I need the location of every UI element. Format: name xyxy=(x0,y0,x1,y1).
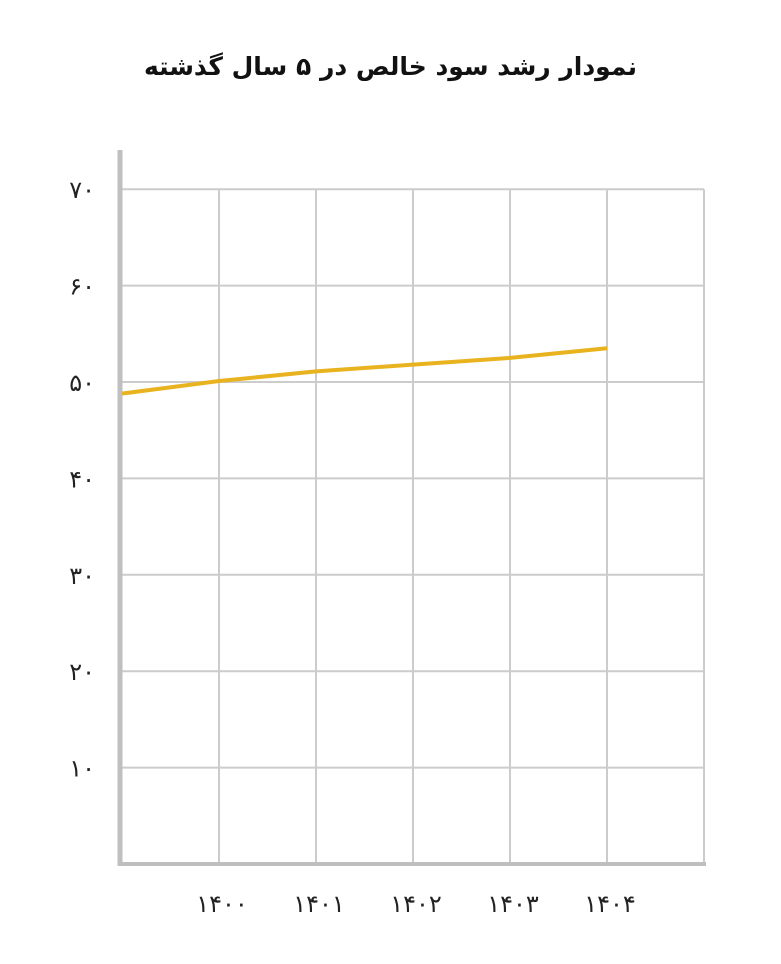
x-tick-labels: ۱۴۰۰ ۱۴۰۱ ۱۴۰۲ ۱۴۰۳ ۱۴۰۴ xyxy=(196,890,636,918)
y-tick-labels: ۱۰ ۲۰ ۳۰ ۴۰ ۵۰ ۶۰ ۷۰ xyxy=(69,176,95,782)
y-tick-label: ۶۰ xyxy=(69,273,95,301)
x-tick-label: ۱۴۰۲ xyxy=(390,890,442,918)
y-tick-label: ۳۰ xyxy=(69,562,95,590)
series-group xyxy=(121,346,608,396)
y-tick-label: ۵۰ xyxy=(69,369,95,397)
chart-title: نمودار رشد سود خالص در ۵ سال گذشته xyxy=(143,52,638,81)
series-line xyxy=(121,346,608,396)
axes xyxy=(117,150,706,866)
x-tick-label: ۱۴۰۳ xyxy=(487,890,539,918)
y-tick-label: ۷۰ xyxy=(69,176,95,204)
y-tick-label: ۱۰ xyxy=(69,755,95,783)
y-tick-label: ۴۰ xyxy=(69,465,95,493)
y-tick-label: ۲۰ xyxy=(69,658,95,686)
x-tick-label: ۱۴۰۱ xyxy=(293,890,345,918)
x-tick-label: ۱۴۰۰ xyxy=(196,890,248,918)
grid-lines xyxy=(120,188,705,864)
x-tick-label: ۱۴۰۴ xyxy=(584,890,636,918)
